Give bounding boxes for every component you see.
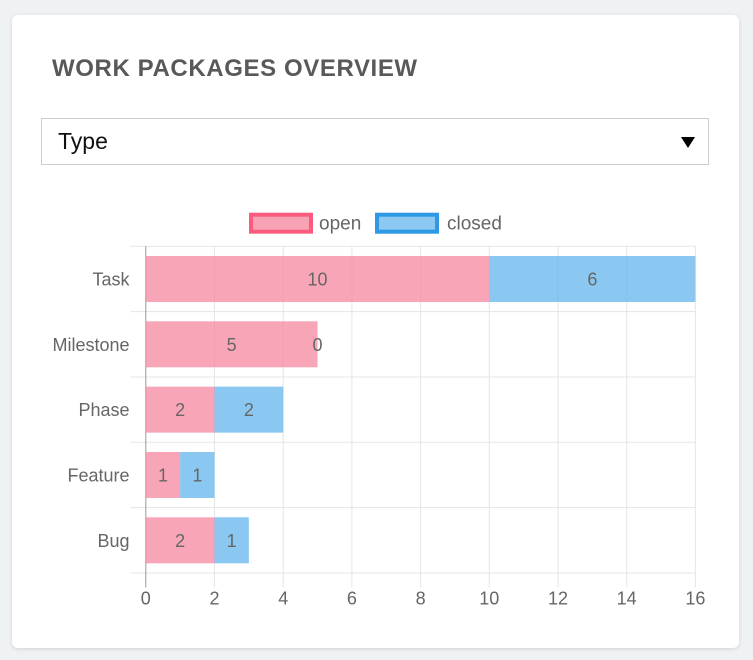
svg-text:10: 10: [308, 269, 328, 289]
svg-text:4: 4: [278, 588, 288, 608]
svg-text:1: 1: [158, 465, 168, 485]
svg-text:closed: closed: [447, 213, 502, 234]
svg-text:0: 0: [313, 335, 323, 355]
svg-text:2: 2: [175, 531, 185, 551]
svg-text:10: 10: [479, 588, 499, 608]
svg-text:0: 0: [141, 588, 151, 608]
svg-text:2: 2: [175, 400, 185, 420]
svg-text:Bug: Bug: [97, 531, 129, 551]
svg-text:16: 16: [685, 588, 705, 608]
svg-text:Feature: Feature: [67, 465, 129, 485]
svg-text:Milestone: Milestone: [52, 335, 129, 355]
svg-text:Task: Task: [92, 269, 130, 289]
svg-text:open: open: [319, 213, 361, 234]
svg-text:1: 1: [227, 531, 237, 551]
svg-text:5: 5: [227, 335, 237, 355]
svg-text:Phase: Phase: [78, 400, 129, 420]
svg-text:14: 14: [617, 588, 637, 608]
svg-text:6: 6: [587, 269, 597, 289]
svg-text:2: 2: [209, 588, 219, 608]
svg-text:12: 12: [548, 588, 568, 608]
svg-text:2: 2: [244, 400, 254, 420]
svg-text:1: 1: [192, 465, 202, 485]
svg-text:6: 6: [347, 588, 357, 608]
svg-text:8: 8: [416, 588, 426, 608]
